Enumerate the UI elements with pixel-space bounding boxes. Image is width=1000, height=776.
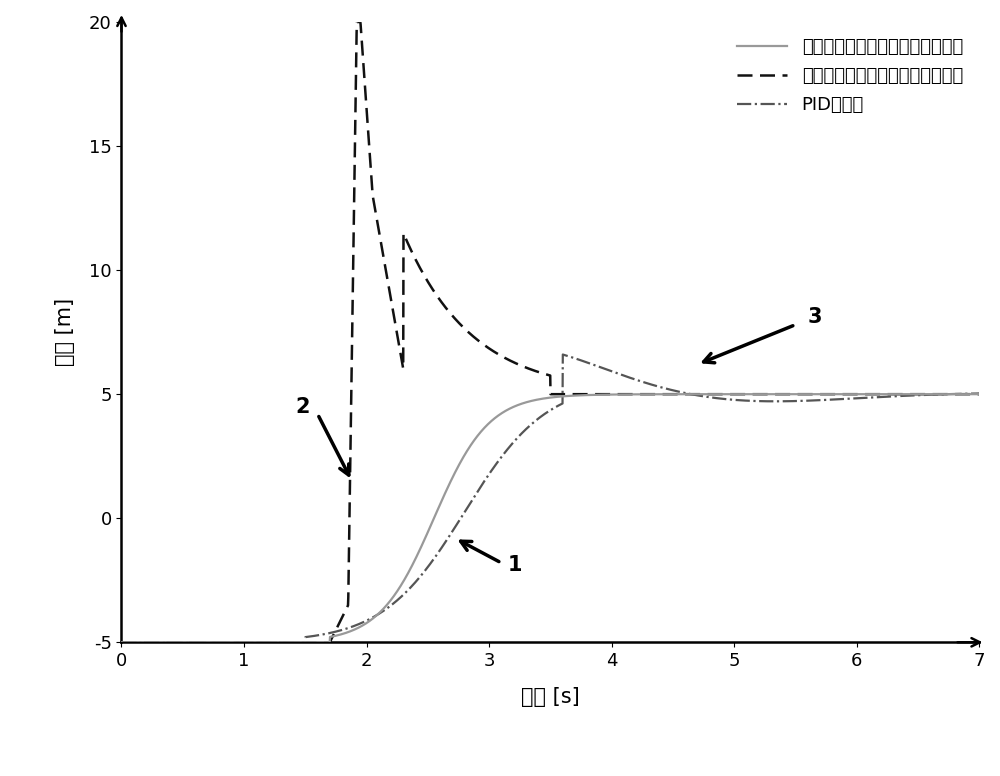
- Text: 2: 2: [295, 397, 310, 417]
- X-axis label: 时间 [s]: 时间 [s]: [521, 687, 580, 707]
- Text: 1: 1: [507, 556, 522, 575]
- Text: 3: 3: [808, 307, 822, 327]
- Y-axis label: 高度 [m]: 高度 [m]: [55, 298, 75, 366]
- Legend: 具有测地高度的校正的仿射调节器, 没有测地高度的校正的仿射调节器, PID调节器: 具有测地高度的校正的仿射调节器, 没有测地高度的校正的仿射调节器, PID调节器: [730, 31, 970, 121]
